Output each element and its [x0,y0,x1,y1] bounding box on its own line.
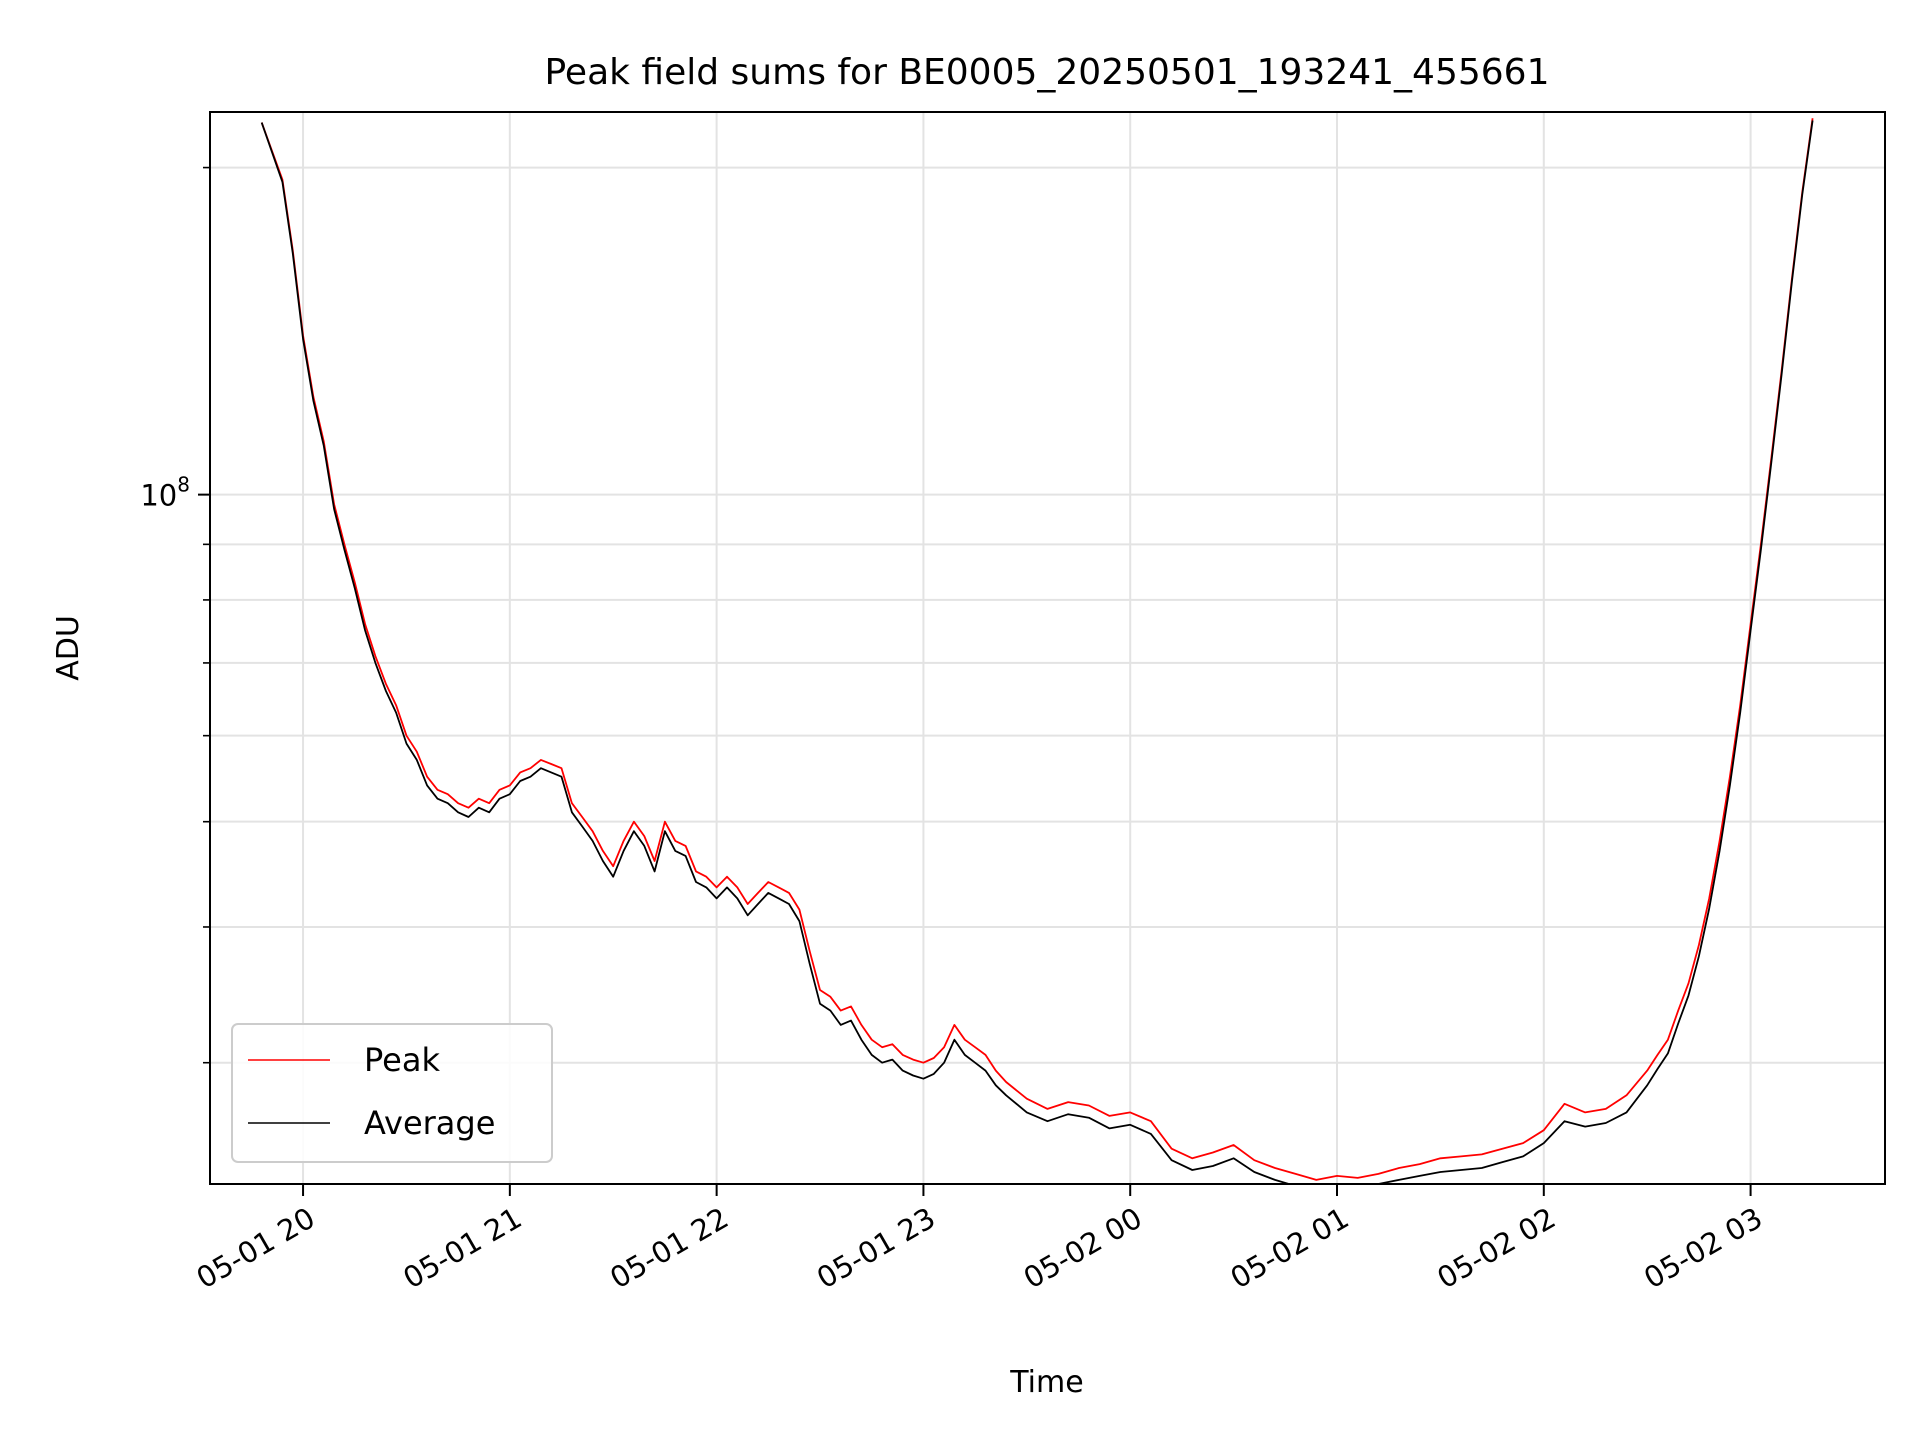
chart-title: Peak field sums for BE0005_20250501_1932… [545,52,1550,93]
legend: Peak Average [231,1023,553,1163]
plot-frame [209,111,1886,1185]
series-layer [260,118,1814,1184]
y-axis-label: ADU [51,615,86,681]
series-line-average [260,120,1814,1184]
legend-average-label: Average [364,1104,495,1142]
legend-box [231,1023,553,1163]
x-axis-label: Time [1009,1365,1083,1400]
legend-peak-label: Peak [364,1041,440,1079]
y-tick-label: 108 [140,473,190,513]
series-line-peak [260,118,1814,1181]
y-axis: 108 [140,166,210,1064]
